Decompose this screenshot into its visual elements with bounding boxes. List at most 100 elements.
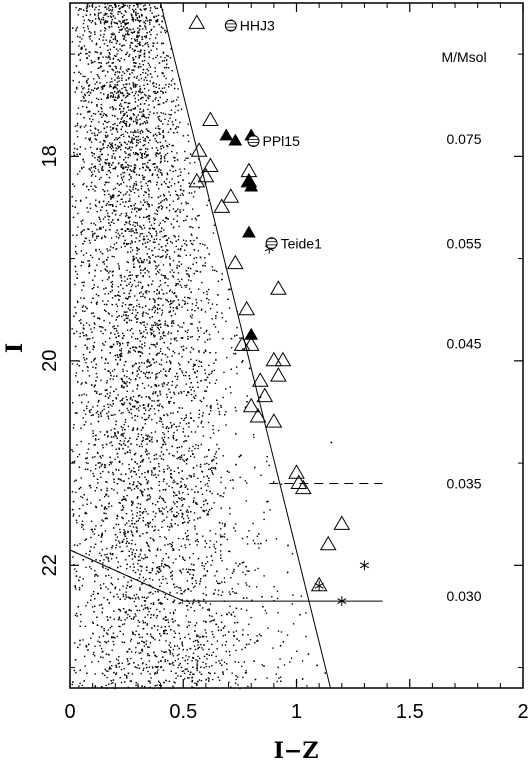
field-star: [88, 94, 90, 96]
field-star: [141, 155, 143, 157]
field-star: [127, 206, 130, 208]
field-star: [154, 6, 156, 8]
field-star: [292, 594, 294, 596]
field-star: [125, 383, 127, 385]
field-star: [90, 637, 92, 639]
field-star: [110, 246, 112, 248]
field-star: [103, 319, 105, 322]
field-star: [122, 302, 124, 304]
field-star: [88, 409, 91, 412]
field-star: [190, 590, 192, 592]
field-star: [146, 542, 148, 545]
field-star: [143, 324, 145, 326]
field-star: [112, 153, 115, 155]
field-star: [192, 365, 195, 367]
field-star: [109, 53, 111, 55]
field-star: [89, 203, 91, 205]
field-star: [104, 141, 106, 143]
field-star: [97, 169, 99, 171]
field-star: [98, 131, 100, 134]
field-star: [182, 345, 185, 347]
field-star: [158, 206, 160, 208]
field-star: [87, 28, 90, 30]
field-star: [129, 216, 131, 218]
field-star: [144, 163, 146, 165]
field-star: [115, 65, 117, 68]
field-star: [153, 336, 155, 338]
field-star: [83, 357, 85, 359]
field-star: [97, 17, 100, 19]
field-star: [206, 561, 209, 563]
field-star: [205, 621, 207, 623]
field-star: [206, 293, 208, 296]
field-star: [160, 635, 162, 637]
field-star: [155, 19, 157, 22]
field-star: [187, 621, 190, 623]
field-star: [130, 240, 133, 242]
field-star: [124, 28, 126, 30]
field-star: [122, 115, 124, 117]
field-star: [90, 115, 93, 117]
field-star: [138, 90, 140, 93]
field-star: [106, 508, 108, 510]
field-star: [290, 657, 293, 659]
field-star: [119, 203, 121, 205]
field-star: [168, 290, 171, 292]
field-star: [214, 468, 217, 470]
field-star: [150, 332, 152, 334]
field-star: [128, 33, 130, 36]
field-star: [124, 113, 126, 115]
field-star: [129, 309, 131, 311]
field-star: [77, 35, 79, 38]
field-star: [95, 392, 98, 395]
field-star: [160, 418, 162, 420]
field-star: [171, 541, 174, 544]
field-star: [113, 610, 115, 612]
field-star: [96, 451, 99, 454]
field-star: [163, 608, 165, 610]
field-star: [85, 605, 87, 607]
field-star: [129, 44, 131, 47]
field-star: [150, 633, 152, 635]
field-star: [159, 350, 162, 352]
field-star: [160, 497, 163, 499]
field-star: [169, 509, 171, 511]
field-star: [158, 119, 161, 121]
field-star: [107, 300, 109, 302]
field-star: [137, 131, 139, 134]
field-star: [305, 612, 307, 614]
field-star: [223, 371, 225, 374]
field-star: [105, 21, 108, 23]
field-star: [156, 312, 159, 314]
field-star: [154, 90, 156, 93]
field-star: [241, 665, 243, 668]
field-star: [188, 568, 190, 571]
field-star: [163, 468, 165, 471]
field-star: [156, 684, 158, 686]
field-star: [103, 23, 106, 25]
field-star: [81, 523, 83, 526]
field-star: [162, 489, 164, 491]
field-star: [162, 27, 164, 29]
field-star: [125, 513, 128, 515]
field-star: [95, 439, 97, 441]
field-star: [225, 424, 227, 426]
field-star: [205, 509, 207, 511]
field-star: [145, 510, 147, 513]
field-star: [124, 280, 126, 282]
field-star: [166, 30, 168, 32]
field-star: [106, 136, 108, 138]
field-star: [107, 670, 109, 672]
field-star: [111, 25, 113, 28]
field-star: [160, 370, 162, 372]
field-star: [203, 500, 205, 502]
field-star: [121, 403, 124, 405]
field-star: [233, 644, 235, 646]
field-star: [114, 187, 117, 189]
field-star: [138, 345, 140, 348]
field-star: [166, 633, 168, 635]
field-star: [71, 449, 73, 451]
field-star: [179, 121, 181, 124]
field-star: [171, 507, 173, 509]
field-star: [165, 506, 167, 508]
